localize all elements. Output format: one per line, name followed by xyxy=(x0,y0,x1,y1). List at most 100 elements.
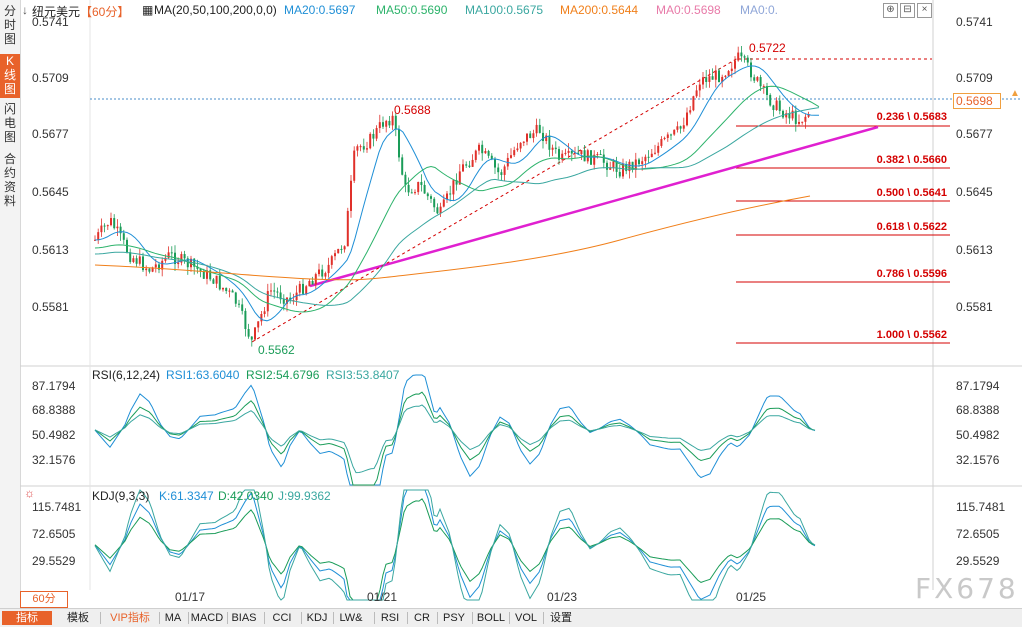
candle-body xyxy=(804,116,807,122)
kdj-button[interactable]: KDJ xyxy=(306,612,328,624)
close-icon[interactable]: × xyxy=(917,3,932,18)
current-price-tag: 0.5698 xyxy=(953,93,1001,109)
rsi-axis-label: 68.8388 xyxy=(32,403,76,417)
candle-body xyxy=(657,145,660,153)
candle-body xyxy=(401,157,404,175)
candle-body xyxy=(516,148,519,151)
fib-level-label: 0.382 \ 0.5660 xyxy=(876,154,947,166)
candle-body xyxy=(778,100,781,111)
ma20-line xyxy=(94,65,820,322)
candle-body xyxy=(231,290,234,293)
candle-body xyxy=(487,151,490,156)
candle-body xyxy=(769,94,772,106)
bias-button[interactable]: BIAS xyxy=(231,612,257,624)
candle-body xyxy=(110,218,112,226)
macd-button[interactable]: MACD xyxy=(190,612,224,624)
candle-body xyxy=(583,150,586,162)
candle-body xyxy=(471,159,474,167)
candle-body xyxy=(663,137,666,140)
tab-kline-chart[interactable]: K 线 图 xyxy=(0,54,20,98)
candle-body xyxy=(391,115,394,126)
ma50-line xyxy=(94,85,820,313)
candle-body xyxy=(705,77,708,82)
price-chart-canvas[interactable] xyxy=(20,0,1022,608)
candle-body xyxy=(279,292,282,300)
kdj-j-line xyxy=(94,489,816,601)
candle-body xyxy=(698,84,701,91)
rsi-axis-label: 87.1794 xyxy=(32,379,76,393)
ma200-value: MA200:0.5644 xyxy=(560,3,639,17)
ma-button[interactable]: MA xyxy=(164,612,182,624)
candle-body xyxy=(302,283,304,294)
candle-body xyxy=(164,257,167,261)
vip-indicator-button[interactable]: VIP指标 xyxy=(110,612,150,624)
ma100-line xyxy=(94,107,820,306)
left-price-label: 0.5645 xyxy=(32,185,69,199)
expand-icon[interactable]: ⊕ xyxy=(883,3,898,18)
template-tab[interactable]: 模板 xyxy=(67,612,89,624)
candle-body xyxy=(500,172,503,175)
candle-body xyxy=(433,198,436,208)
lw-button[interactable]: LW& xyxy=(339,612,363,624)
right-price-label: 0.5677 xyxy=(956,127,993,141)
candle-body xyxy=(263,311,266,314)
candle-body xyxy=(724,75,727,77)
candle-body xyxy=(766,86,768,95)
candle-body xyxy=(394,115,397,130)
rsi-button[interactable]: RSI xyxy=(380,612,400,624)
psy-button[interactable]: PSY xyxy=(442,612,465,624)
candle-body xyxy=(535,124,538,134)
candle-body xyxy=(679,126,682,129)
candle-body xyxy=(756,77,759,81)
cr-button[interactable]: CR xyxy=(414,612,430,624)
candle-body xyxy=(615,161,618,172)
period-button[interactable]: 60分 xyxy=(20,591,68,608)
chart-area[interactable]: ↓ 纽元美元 【60分】 ▦ MA(20,50,100,200,0,0) MA2… xyxy=(20,0,1022,608)
kdj-axis-label-right: 115.7481 xyxy=(956,500,1006,514)
candle-body xyxy=(596,154,599,156)
candle-body xyxy=(554,147,557,150)
candle-body xyxy=(532,133,535,139)
candle-body xyxy=(321,269,324,277)
candle-body xyxy=(673,129,676,135)
candle-body xyxy=(132,258,135,262)
grid-icon[interactable]: ▦ xyxy=(142,3,154,17)
indicator-tab[interactable]: 指标 xyxy=(2,611,52,625)
candle-body xyxy=(718,70,720,83)
kdj-axis-label: 115.7481 xyxy=(32,500,82,514)
candle-body xyxy=(727,71,730,76)
hdr-down-icon: ↓ xyxy=(22,3,28,17)
left-price-label: 0.5581 xyxy=(32,300,69,314)
candle-body xyxy=(442,199,445,207)
candle-body xyxy=(372,133,375,139)
boll-button[interactable]: BOLL xyxy=(476,612,506,624)
candle-body xyxy=(548,135,551,150)
candle-body xyxy=(318,269,320,275)
date-label: 01/25 xyxy=(736,590,767,604)
tab-contract-info[interactable]: 合 约 资 料 xyxy=(3,152,16,208)
swing-connector xyxy=(251,57,739,343)
watermark: FX678 xyxy=(915,572,1019,605)
vol-button[interactable]: VOL xyxy=(514,612,537,624)
kdj-axis-label: 29.5529 xyxy=(32,554,76,568)
restore-icon[interactable]: ⊟ xyxy=(900,3,915,18)
kdj-settings-icon[interactable]: ☼ xyxy=(24,486,35,500)
rsi-axis-label-right: 87.1794 xyxy=(956,379,1000,393)
tab-flash-chart[interactable]: 闪 电 图 xyxy=(3,102,16,144)
candle-body xyxy=(199,268,202,271)
candle-body xyxy=(753,77,756,81)
candle-body xyxy=(721,76,724,83)
candle-body xyxy=(282,299,285,304)
rsi3-line xyxy=(94,404,816,474)
candle-body xyxy=(462,164,464,172)
candle-body xyxy=(423,184,426,194)
settings-button[interactable]: 设置 xyxy=(550,612,572,624)
candle-body xyxy=(276,291,279,293)
cci-button[interactable]: CCI xyxy=(272,612,292,624)
tab-time-chart[interactable]: 分 时 图 xyxy=(3,4,16,46)
candle-body xyxy=(151,267,154,272)
candle-body xyxy=(119,226,122,234)
candle-body xyxy=(474,150,477,160)
candle-body xyxy=(241,304,244,311)
candle-body xyxy=(186,258,189,268)
